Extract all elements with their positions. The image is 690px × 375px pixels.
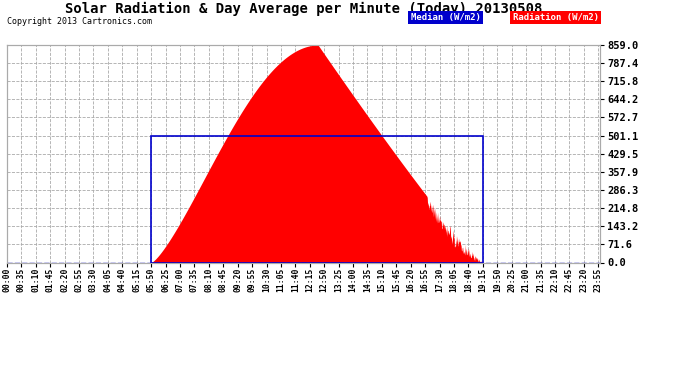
Text: Copyright 2013 Cartronics.com: Copyright 2013 Cartronics.com: [7, 17, 152, 26]
Bar: [151, 136, 483, 262]
Text: Median (W/m2): Median (W/m2): [411, 13, 480, 22]
Text: Solar Radiation & Day Average per Minute (Today) 20130508: Solar Radiation & Day Average per Minute…: [65, 2, 542, 16]
Text: Radiation (W/m2): Radiation (W/m2): [513, 13, 599, 22]
